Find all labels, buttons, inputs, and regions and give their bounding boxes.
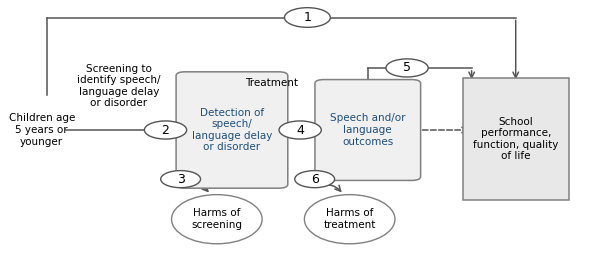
Text: Harms of
treatment: Harms of treatment	[323, 209, 376, 230]
FancyBboxPatch shape	[315, 80, 421, 180]
Ellipse shape	[171, 195, 262, 244]
Text: Detection of
speech/
language delay
or disorder: Detection of speech/ language delay or d…	[192, 108, 272, 152]
Circle shape	[386, 59, 428, 77]
Circle shape	[145, 121, 187, 139]
Text: 5: 5	[403, 61, 411, 74]
Circle shape	[284, 8, 331, 27]
Text: Screening to
identify speech/
language delay
or disorder: Screening to identify speech/ language d…	[77, 64, 161, 108]
Circle shape	[295, 171, 334, 188]
Text: School
performance,
function, quality
of life: School performance, function, quality of…	[473, 117, 558, 161]
Text: Harms of
screening: Harms of screening	[192, 209, 242, 230]
Text: 2: 2	[162, 124, 170, 136]
Text: Children age
5 years or
younger: Children age 5 years or younger	[9, 113, 75, 147]
Circle shape	[160, 171, 201, 188]
Text: 1: 1	[303, 11, 311, 24]
Text: 4: 4	[296, 124, 304, 136]
Ellipse shape	[304, 195, 395, 244]
Circle shape	[279, 121, 321, 139]
Text: 6: 6	[310, 173, 318, 186]
FancyBboxPatch shape	[176, 72, 288, 188]
FancyBboxPatch shape	[463, 78, 569, 200]
Text: 3: 3	[177, 173, 185, 186]
Text: Speech and/or
language
outcomes: Speech and/or language outcomes	[330, 113, 406, 147]
Text: Treatment: Treatment	[245, 79, 298, 88]
